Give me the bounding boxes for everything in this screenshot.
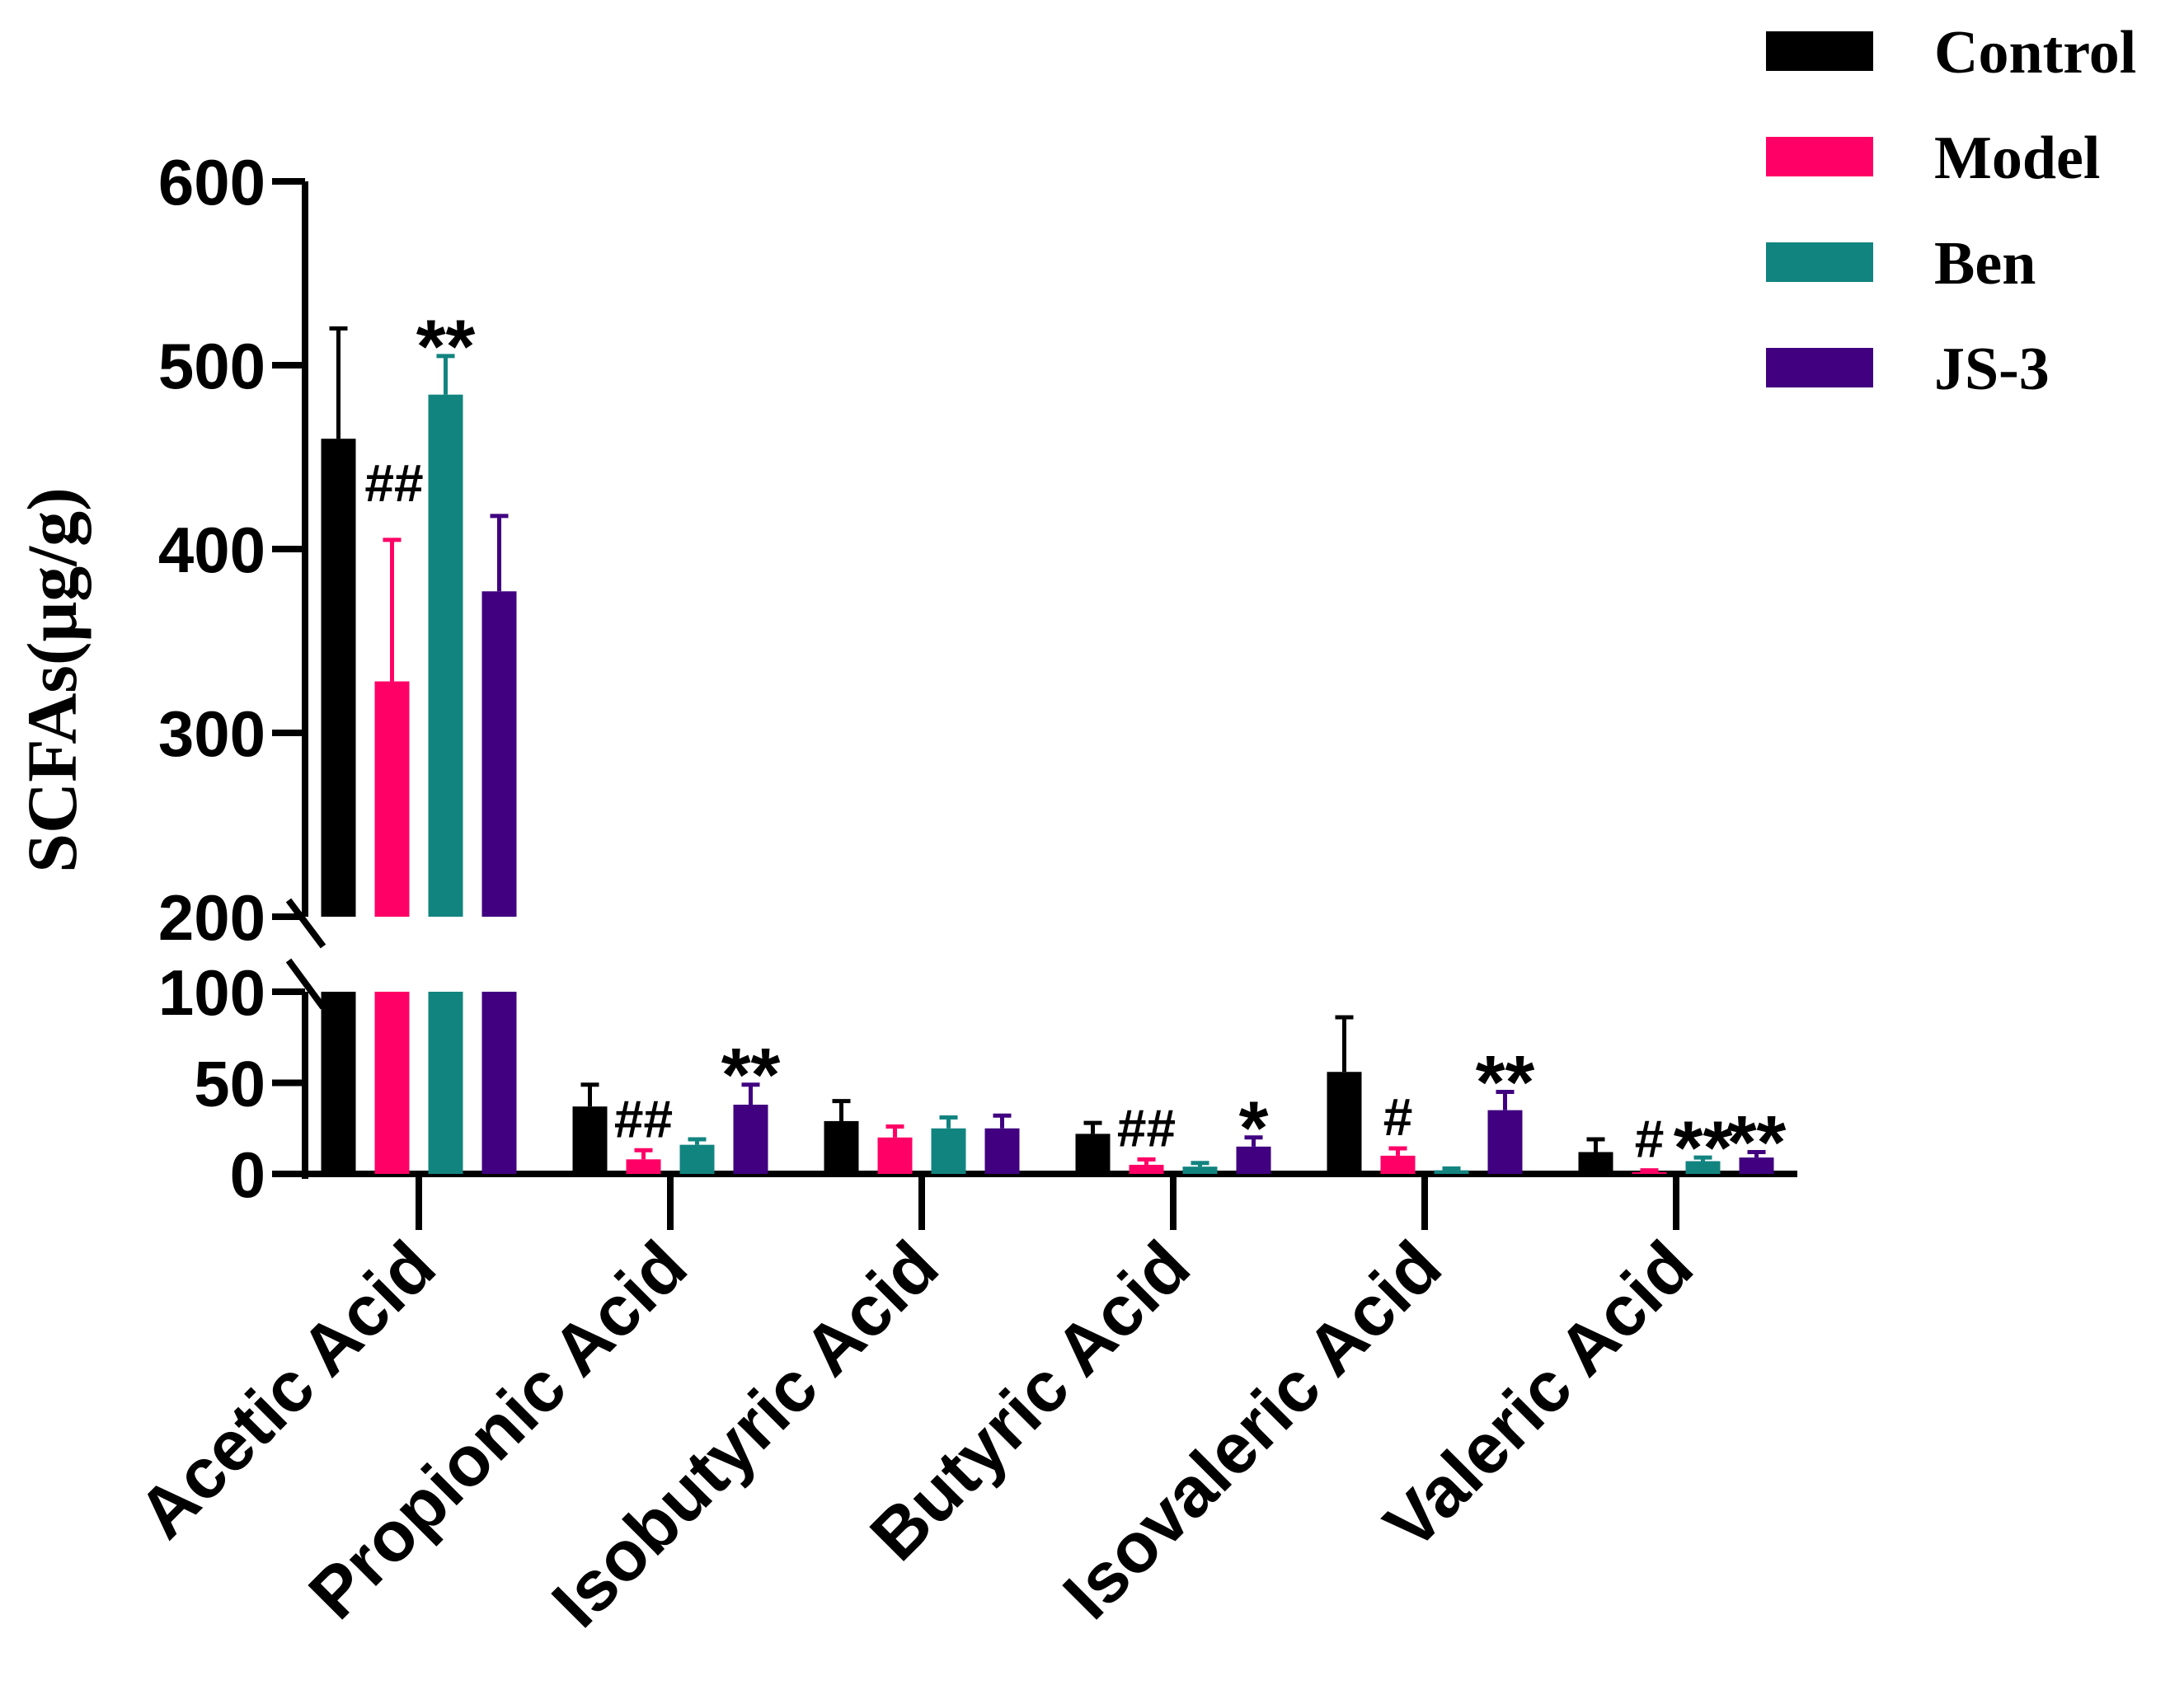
legend-swatch-model [1766, 137, 1873, 176]
legend-label-model: Model [1934, 124, 2100, 192]
significance-marker: ** [721, 1034, 781, 1118]
significance-marker: ** [1727, 1101, 1787, 1185]
significance-marker: ** [416, 305, 476, 389]
legend-swatch-ben [1766, 242, 1873, 282]
bar-js-3-valeric-acid [1739, 1157, 1774, 1174]
significance-marker: # [1383, 1087, 1413, 1147]
bar-ben-isobutyric-acid [931, 1128, 966, 1174]
significance-marker: ## [614, 1089, 673, 1148]
legend-swatch-control [1766, 31, 1873, 71]
bar-ben-butyric-acid [1182, 1167, 1218, 1174]
bar-js-3-isovaleric-acid [1487, 1110, 1523, 1174]
significance-marker: ## [1117, 1098, 1176, 1157]
bar-model-valeric-acid [1632, 1171, 1667, 1174]
bar-js-3-isobutyric-acid [984, 1128, 1020, 1174]
bar-control-acetic-acid [321, 992, 356, 1174]
y-tick-label: 0 [230, 1138, 265, 1211]
bar-model-isobutyric-acid [877, 1137, 913, 1174]
bar-model-isovaleric-acid [1380, 1155, 1416, 1174]
bars [321, 326, 1774, 1174]
legend-label-control: Control [1934, 19, 2136, 87]
bar-js-3-acetic-acid-upper [481, 591, 517, 917]
y-axis-label: SCFAs(μg/g) [12, 487, 92, 873]
legend-swatch-js-3 [1766, 348, 1873, 387]
bar-control-propionic-acid [572, 1106, 608, 1174]
y-tick-label: 500 [158, 330, 265, 402]
bar-ben-isovaleric-acid [1434, 1170, 1469, 1174]
bar-js-3-acetic-acid [481, 992, 517, 1174]
significance-marker: # [1635, 1110, 1665, 1169]
y-tick-label: 400 [158, 514, 265, 586]
y-tick-label: 200 [158, 881, 265, 954]
bar-js-3-butyric-acid [1236, 1146, 1271, 1174]
significance-marker: ## [364, 453, 423, 513]
legend-label-js-3: JS-3 [1934, 336, 2050, 403]
y-tick-label: 100 [158, 956, 265, 1029]
y-axis-break-mark [285, 958, 326, 1010]
significance-annotations: ##**##**## * # **# **** [364, 305, 1786, 1190]
significance-marker: ** [1476, 1041, 1535, 1125]
bar-control-valeric-acid [1578, 1152, 1613, 1174]
significance-marker: ** [1674, 1106, 1733, 1190]
y-axis-break-mark [285, 898, 326, 949]
y-tick-label: 600 [158, 146, 265, 218]
legend-label-ben: Ben [1934, 230, 2036, 298]
bar-ben-propionic-acid [679, 1144, 715, 1174]
bar-control-acetic-acid-upper [321, 439, 356, 917]
bar-model-acetic-acid [374, 992, 410, 1174]
y-tick-label: 50 [194, 1048, 265, 1120]
bar-ben-valeric-acid [1685, 1161, 1721, 1174]
y-tick-label: 300 [158, 697, 265, 770]
bar-control-isobutyric-acid [824, 1120, 859, 1174]
bar-ben-acetic-acid [428, 992, 463, 1174]
bar-js-3-propionic-acid [733, 1105, 768, 1174]
bar-model-acetic-acid-upper [374, 681, 410, 917]
bar-model-butyric-acid [1129, 1164, 1164, 1174]
y-axis: 200 300 400 500 600 0 50 100 [158, 146, 326, 1211]
significance-marker: * [1239, 1087, 1269, 1171]
legend: Control Model Ben JS-3 [1766, 19, 2136, 403]
bar-model-propionic-acid [626, 1159, 661, 1174]
bar-control-butyric-acid [1075, 1134, 1111, 1174]
bar-ben-acetic-acid-upper [428, 394, 463, 917]
bar-control-isovaleric-acid [1327, 1072, 1362, 1174]
